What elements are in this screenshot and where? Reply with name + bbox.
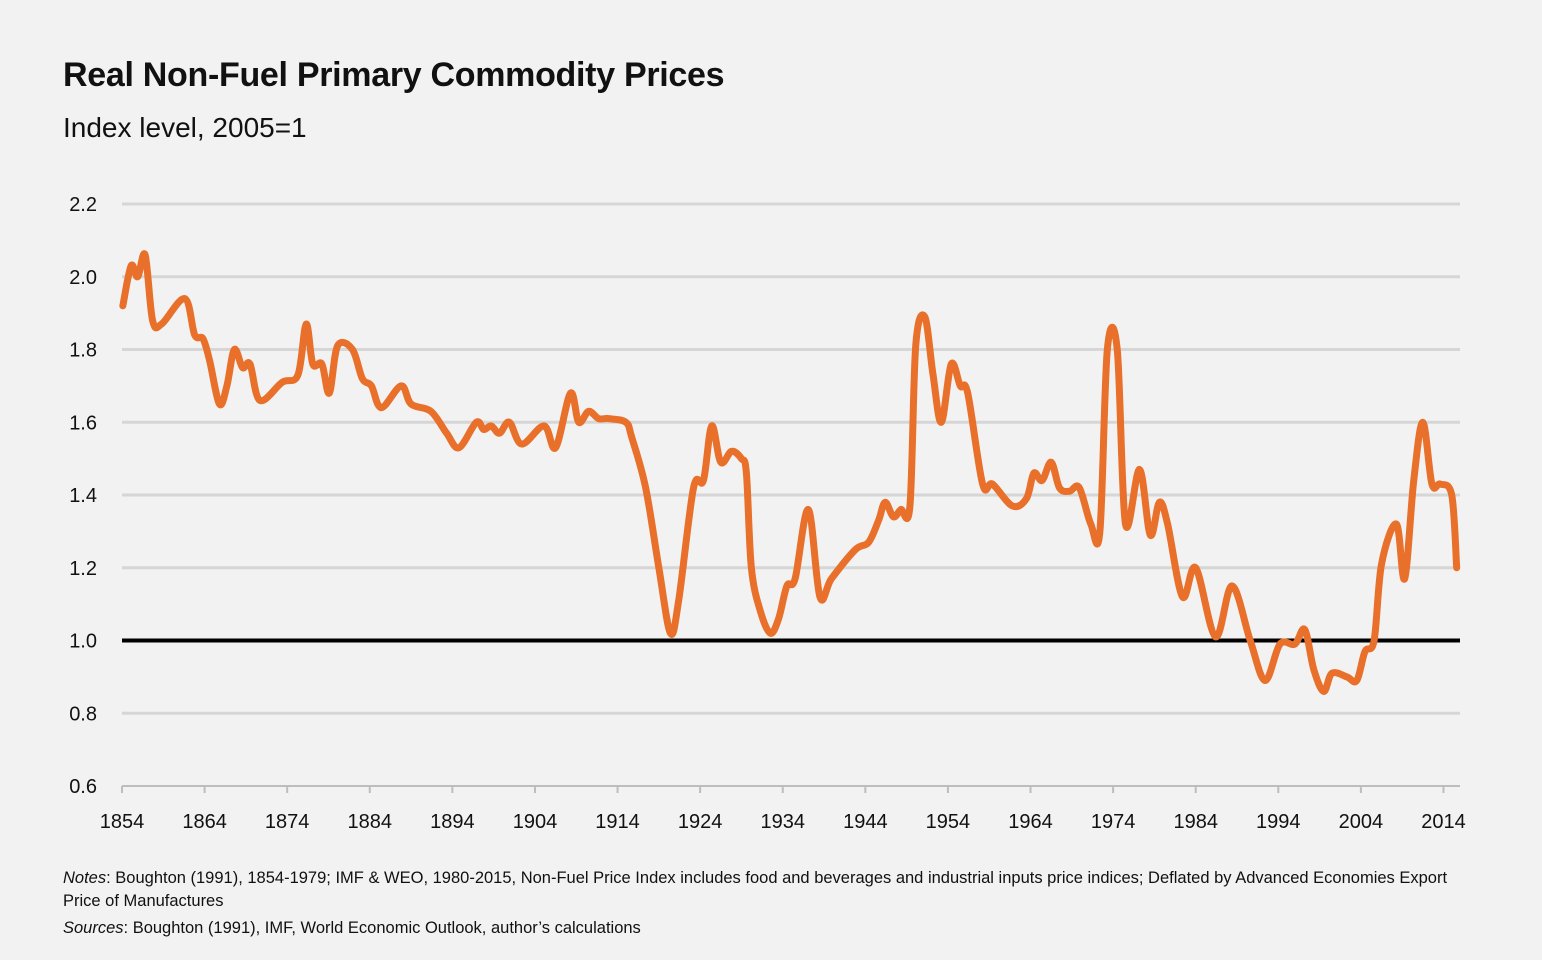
y-tick-label: 1.6 [69,412,97,434]
notes-text: : Boughton (1991), 1854-1979; IMF & WEO,… [63,869,1448,910]
y-tick-label: 1.0 [69,631,97,653]
y-axis-ticks: 0.6 0.8 1.0 1.2 1.4 1.6 1.8 2.0 2.2 [69,194,97,798]
series-line [119,250,1461,695]
x-tick-label: 1954 [926,811,971,833]
x-tick-label: 1994 [1256,811,1301,833]
sources-footnote: Sources: Boughton (1991), IMF, World Eco… [63,917,1463,940]
gridlines [122,202,1460,787]
sources-text: : Boughton (1991), IMF, World Economic O… [123,919,641,937]
chart-subtitle: Index level, 2005=1 [63,112,307,143]
x-tick-label: 1974 [1091,811,1136,833]
x-tick-label: 1934 [760,811,805,833]
x-tick-label: 1944 [843,811,888,833]
y-tick-label: 2.0 [69,267,97,289]
x-tick-label: 1964 [1008,811,1053,833]
x-tick-label: 1924 [678,811,723,833]
y-tick-label: 0.8 [69,703,97,725]
x-tick-label: 1864 [182,811,227,833]
y-tick-label: 1.2 [69,558,97,580]
y-tick-label: 1.4 [69,485,97,507]
y-tick-label: 2.2 [69,194,97,216]
x-tick-label: 1874 [265,811,310,833]
x-tick-label: 1984 [1173,811,1218,833]
x-tick-label: 1854 [100,811,145,833]
y-tick-label: 0.6 [69,776,97,798]
chart-title: Real Non-Fuel Primary Commodity Prices [63,56,725,94]
sources-label: Sources [63,919,124,937]
x-tick-label: 2014 [1421,811,1466,833]
x-tick-label: 2004 [1339,811,1384,833]
notes-label: Notes [63,869,107,887]
notes-footnote: Notes: Boughton (1991), 1854-1979; IMF &… [63,867,1463,913]
series-layer [119,250,1461,695]
x-tick-label: 1894 [430,811,475,833]
x-tick-label: 1914 [595,811,640,833]
x-tick-label: 1904 [513,811,558,833]
x-tick-label: 1884 [348,811,393,833]
x-axis-ticks: 1854 1864 1874 1884 1894 1904 1914 1924 1934 1944… [100,786,1466,833]
y-tick-label: 1.8 [69,340,97,362]
